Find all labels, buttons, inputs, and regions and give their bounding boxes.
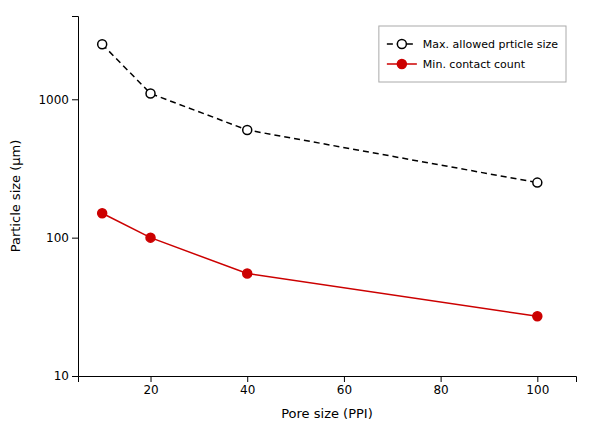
series: [98, 40, 542, 187]
tick-label: 10: [54, 369, 69, 383]
tick-mark: [537, 376, 538, 382]
series: [98, 209, 542, 321]
legend: Max. allowed prticle size Min. contact co…: [379, 26, 566, 82]
point: [98, 209, 107, 218]
legend-box: [379, 26, 566, 82]
tick-label: 60: [337, 383, 352, 397]
line: [102, 213, 537, 316]
point: [146, 233, 155, 242]
x-axis: 20 40 60 80 100: [79, 376, 577, 397]
tick-label: 100: [526, 383, 549, 397]
legend-marker: [397, 60, 406, 69]
tick-mark: [441, 376, 442, 382]
tick-mark: [72, 99, 78, 100]
line: [102, 44, 537, 182]
tick: 40: [240, 376, 255, 397]
point: [243, 125, 252, 134]
tick: 10: [54, 369, 78, 383]
tick: 80: [433, 376, 448, 397]
tick-label: 20: [143, 383, 158, 397]
tick-label: 100: [46, 231, 69, 245]
axis-line: [72, 17, 79, 377]
tick-mark: [247, 376, 248, 382]
point: [243, 269, 252, 278]
tick-label: 40: [240, 383, 255, 397]
tick-mark: [344, 376, 345, 382]
point: [533, 178, 542, 187]
axis-line: [79, 377, 577, 383]
legend-label: Max. allowed prticle size: [423, 38, 558, 51]
y-axis: 10 100 1000: [38, 17, 78, 384]
tick-mark: [151, 376, 152, 382]
tick-mark: [72, 376, 78, 377]
tick: 1000: [38, 93, 78, 107]
tick: 100: [46, 231, 78, 245]
chart: 20 40 60 80 100 10 100 1000 Pore size (PPI) Parti…: [0, 0, 596, 430]
tick: 60: [337, 376, 352, 397]
point: [98, 40, 107, 49]
tick: 100: [526, 376, 549, 397]
x-axis-title: Pore size (PPI): [281, 406, 373, 421]
tick-label: 80: [433, 383, 448, 397]
tick-mark: [72, 238, 78, 239]
tick: 20: [143, 376, 158, 397]
tick-label: 1000: [38, 93, 69, 107]
y-axis-title: Particle size (μm): [8, 140, 23, 253]
legend-label: Min. contact count: [423, 58, 526, 71]
legend-marker: [397, 40, 406, 49]
point: [533, 312, 542, 321]
point: [146, 89, 155, 98]
